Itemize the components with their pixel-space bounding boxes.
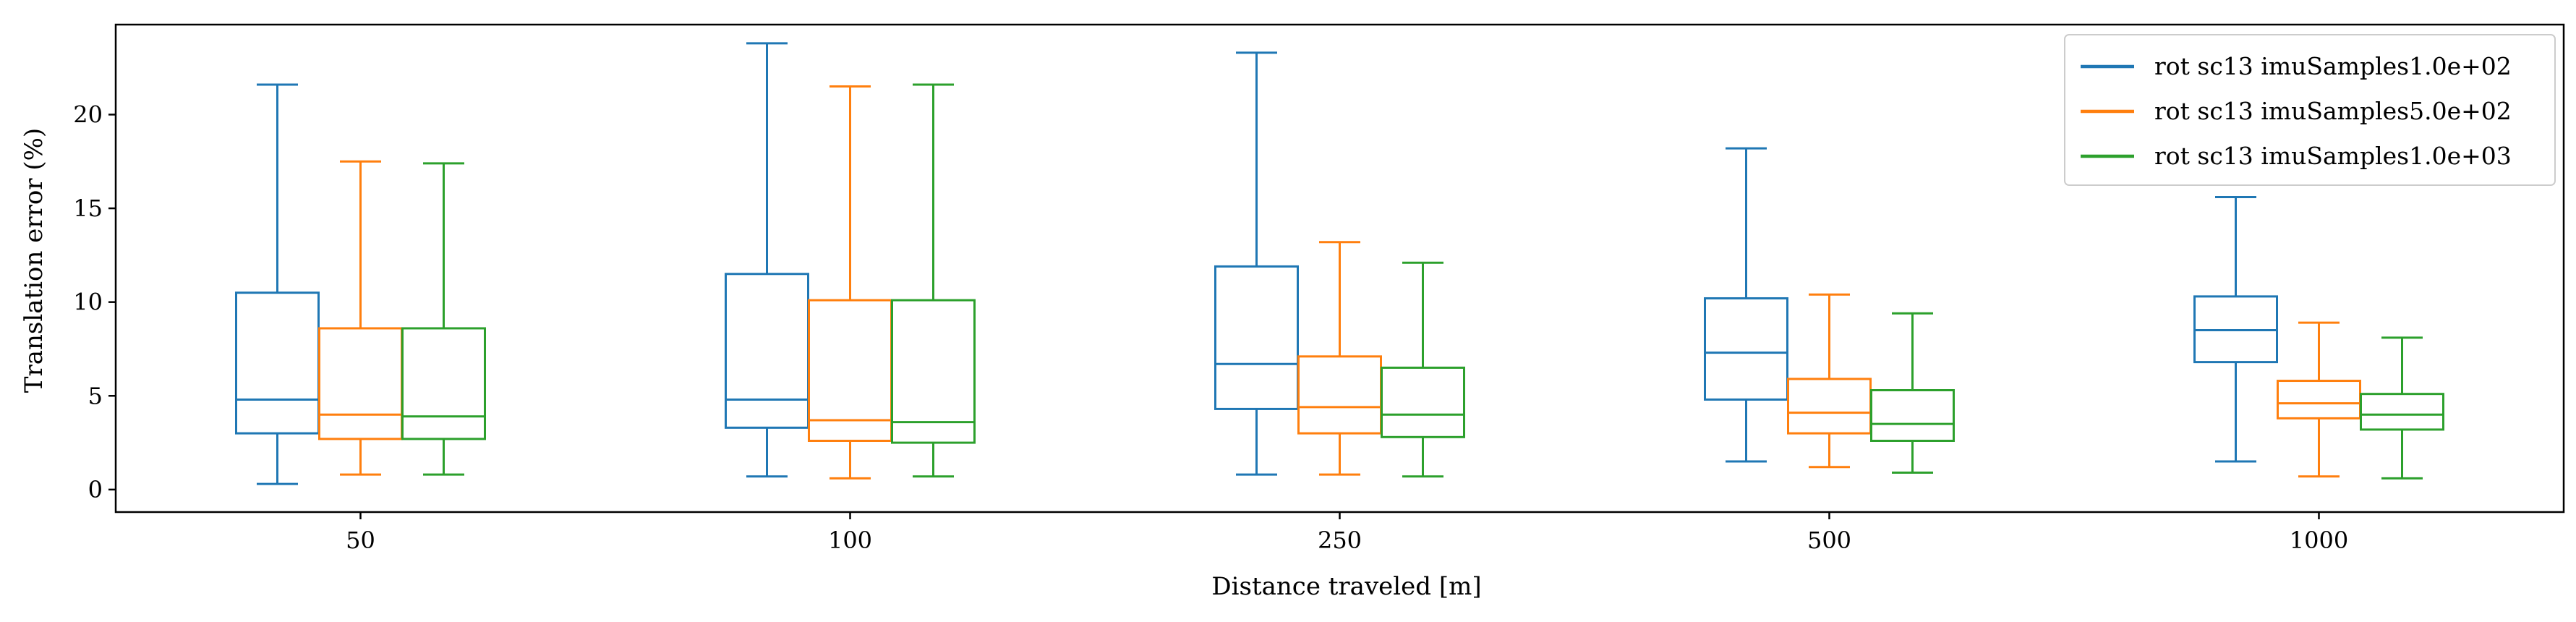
x-tick-label: 500 xyxy=(1807,527,1851,554)
box-iqr xyxy=(318,327,403,440)
box-0-4 xyxy=(2193,195,2278,463)
x-tick-label: 1000 xyxy=(2290,527,2348,554)
box-iqr xyxy=(1297,355,1382,435)
y-tick-label: 5 xyxy=(88,382,103,409)
x-axis-title: Distance traveled [m] xyxy=(1211,572,1481,601)
box-2-4 xyxy=(2360,336,2444,480)
box-2-1 xyxy=(891,83,976,478)
y-tick-label: 20 xyxy=(73,101,103,128)
legend: rot sc13 imuSamples1.0e+02 rot sc13 imuSa… xyxy=(2064,34,2556,186)
box-1-3 xyxy=(1787,293,1872,469)
y-axis-title: Translation error (%) xyxy=(20,128,48,393)
box-iqr xyxy=(725,273,809,429)
x-tick-label: 100 xyxy=(828,527,872,554)
box-0-0 xyxy=(235,83,320,485)
box-iqr xyxy=(1381,366,1465,438)
box-iqr xyxy=(1214,265,1299,410)
box-1-0 xyxy=(318,160,403,476)
box-1-2 xyxy=(1297,241,1382,476)
box-iqr xyxy=(1704,297,1788,401)
y-tick-label: 15 xyxy=(73,195,103,222)
box-iqr xyxy=(401,327,486,440)
box-0-1 xyxy=(725,42,809,478)
box-0-3 xyxy=(1704,147,1788,463)
box-2-2 xyxy=(1381,261,1465,478)
legend-entry-label: rot sc13 imuSamples1.0e+02 xyxy=(2154,52,2512,80)
box-2-0 xyxy=(401,162,486,476)
y-axis: 0 5 10 15 20 xyxy=(73,101,116,503)
y-tick-label: 0 xyxy=(88,476,103,503)
box-iqr xyxy=(1870,389,1955,442)
box-1-1 xyxy=(808,85,892,480)
box-iqr xyxy=(2360,393,2444,431)
box-1-4 xyxy=(2277,321,2361,478)
box-iqr xyxy=(891,299,976,444)
x-tick-label: 50 xyxy=(346,527,375,554)
legend-frame xyxy=(2064,34,2556,186)
box-2-3 xyxy=(1870,312,1955,474)
x-axis: 50 100 250 500 1000 xyxy=(346,512,2348,554)
boxes-layer xyxy=(235,42,2444,485)
y-tick-label: 10 xyxy=(73,289,103,316)
box-iqr xyxy=(2277,380,2361,419)
legend-entry-label: rot sc13 imuSamples5.0e+02 xyxy=(2154,97,2512,125)
box-iqr xyxy=(235,291,320,435)
x-tick-label: 250 xyxy=(1318,527,1362,554)
box-0-2 xyxy=(1214,51,1299,476)
legend-entry-label: rot sc13 imuSamples1.0e+03 xyxy=(2154,142,2512,170)
box-iqr xyxy=(1787,378,1872,435)
